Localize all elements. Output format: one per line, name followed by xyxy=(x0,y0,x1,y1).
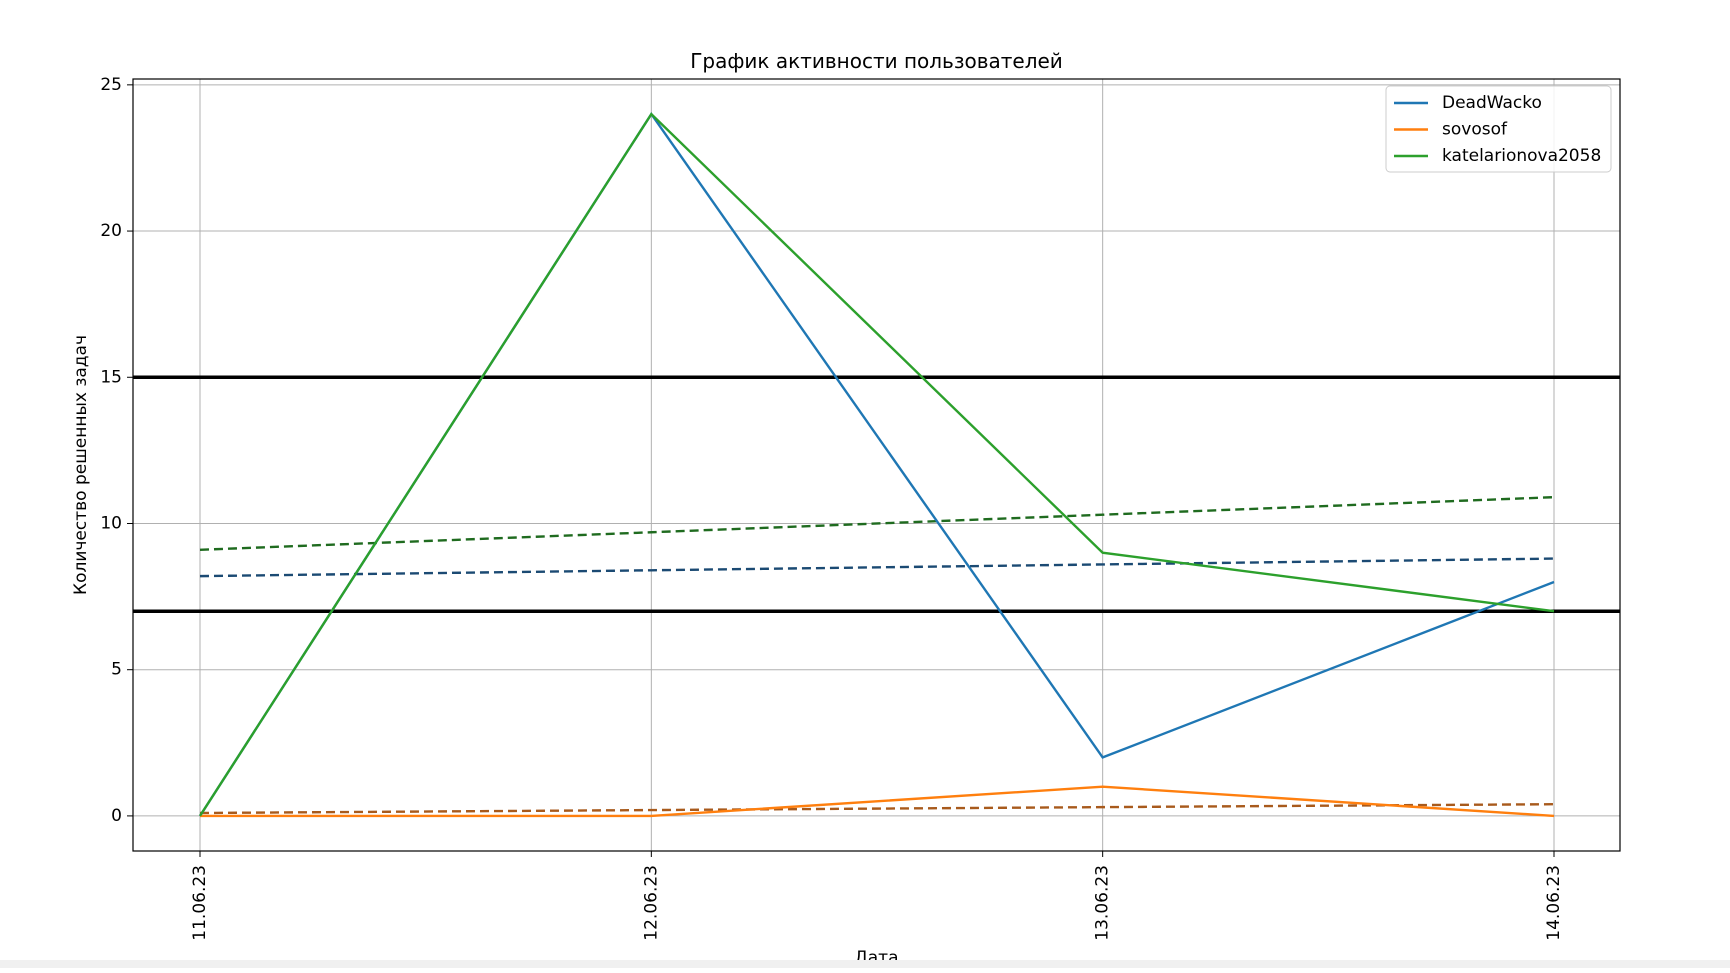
x-tick-label: 12.06.23 xyxy=(641,865,661,941)
series-line xyxy=(198,111,1555,817)
series-line xyxy=(200,785,1555,818)
y-tick-label: 5 xyxy=(111,660,122,680)
trend-line xyxy=(199,803,1555,815)
x-tick-label: 14.06.23 xyxy=(1544,865,1564,941)
y-tick-label: 20 xyxy=(100,221,122,241)
y-axis-label: Количество решенных задач xyxy=(71,335,91,595)
legend: DeadWacko sovosof katelarionova2058 xyxy=(1385,85,1612,173)
y-tick-label: 25 xyxy=(100,75,122,95)
legend-label: sovosof xyxy=(1442,120,1508,140)
trend-line xyxy=(199,495,1555,552)
window-bottom-bar xyxy=(0,960,1730,968)
y-tick-label: 10 xyxy=(100,513,122,533)
legend-box xyxy=(1385,85,1612,173)
y-tick-label: 15 xyxy=(100,367,122,387)
x-tick-label: 13.06.23 xyxy=(1093,865,1113,941)
legend-label: katelarionova2058 xyxy=(1442,146,1601,166)
x-tick-label: 11.06.23 xyxy=(190,865,210,941)
y-tick-label: 0 xyxy=(111,806,122,826)
plot-frame xyxy=(132,78,1621,852)
chart-title: График активности пользователей xyxy=(690,49,1063,73)
legend-label: DeadWacko xyxy=(1442,93,1542,113)
trend-line xyxy=(199,557,1555,578)
series-line xyxy=(198,112,1555,817)
